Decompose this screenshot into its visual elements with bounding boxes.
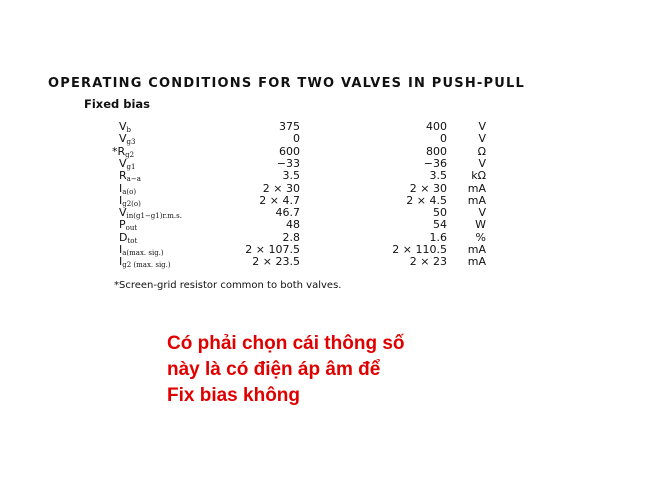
parameter-symbol: Vg3 [119,133,135,148]
value-column-1: 2 × 30 [262,181,300,195]
table-title: OPERATING CONDITIONS FOR TWO VALVES IN P… [48,76,525,91]
symbol-subscript: a(o) [122,187,137,196]
symbol-letter: V [119,132,127,146]
question-line: Fix bias không [167,385,301,406]
symbol-subscript: g2 [125,150,135,159]
value-column-2: 3.5 [429,169,448,183]
symbol-letter: V [119,156,127,170]
parameter-symbol: Ig2 (max. sig.) [119,256,171,271]
value-column-1: 2 × 4.7 [259,193,300,207]
table-row: Ra−a 3.5 3.5 kΩ [0,169,653,185]
parameter-symbol: Ig2(o) [119,193,141,210]
table-row: Vb 375 400 V [0,120,653,136]
value-column-2: 800 [426,144,447,158]
value-column-1: −33 [276,156,300,170]
parameter-symbol: Pout [119,219,137,234]
symbol-subscript: a−a [126,175,141,184]
symbol-subscript: g2 (max. sig.) [122,261,171,270]
parameter-symbol: Dtot [119,230,138,247]
parameter-symbol: Vg1 [119,156,136,173]
symbol-letter: I [119,243,123,256]
symbol-subscript: tot [127,236,138,245]
table-row: Ia(max. sig.) 2 × 107.5 2 × 110.5 mA [0,243,653,259]
symbol-letter: I [119,193,123,207]
symbol-subscript: g1 [126,162,136,171]
value-column-2: 54 [433,218,447,232]
symbol-subscript: b [126,126,132,134]
unit: mA [467,243,486,256]
table-row: Vg3 0 0 V [0,132,653,148]
parameter-symbol: Vb [119,121,131,136]
value-column-2: 1.6 [429,230,448,244]
value-column-2: 2 × 30 [409,181,447,195]
value-column-2: 2 × 4.5 [406,193,447,207]
symbol-subscript: a(max. sig.) [122,249,164,257]
asterisk: * [112,144,118,158]
value-column-1: 2.8 [282,230,301,244]
symbol-subscript: g3 [126,138,136,147]
symbol-letter: R [117,144,126,158]
symbol-subscript: g2(o) [122,199,141,208]
table-row: Ig2(o) 2 × 4.7 2 × 4.5 mA [0,193,653,210]
unit: V [478,120,486,133]
value-column-2: 0 [440,132,447,146]
table-row: Vin(g1−g1)r.m.s. 46.7 50 V [0,206,653,222]
value-column-1: 0 [293,132,300,146]
symbol-subscript: out [125,224,138,233]
symbol-letter: V [119,206,127,220]
value-column-2: −36 [423,156,447,170]
table-row: Dtot 2.8 1.6% [0,230,653,247]
table-row: Vg1 −33 −36 V [0,156,653,173]
value-column-2: 2 × 23 [409,255,447,269]
value-column-1: 2 × 23.5 [252,255,300,269]
section-subtitle: Fixed bias [84,97,151,111]
value-column-1: 2 × 107.5 [245,243,300,256]
unit: mA [467,193,486,207]
symbol-letter: V [119,120,127,133]
value-column-2: 400 [426,120,447,133]
parameter-symbol: Ia(max. sig.) [119,244,164,259]
table-row: Ig2 (max. sig.) 2 × 23.5 2 × 23 mA [0,255,653,271]
unit: Ω [477,144,486,158]
value-column-1: 46.7 [275,206,301,220]
unit: mA [467,181,486,195]
unit: V [478,206,486,220]
question-annotation: Có phải chọn cái thông số này là có điện… [167,331,405,409]
parameter-symbol: Ra−a [119,170,141,185]
unit: mA [467,255,486,269]
value-column-2: 2 × 110.5 [392,243,447,256]
unit: kΩ [471,169,486,183]
symbol-letter: I [119,181,123,195]
symbol-letter: R [119,169,127,183]
parameter-symbol: Ia(o) [119,181,137,198]
unit: V [478,132,486,146]
unit: V [478,156,486,170]
question-line: Có phải chọn cái thông số [167,333,405,354]
parameter-symbol: Vin(g1−g1)r.m.s. [119,207,182,222]
table-row: Ia(o) 2 × 30 2 × 30 mA [0,181,653,198]
symbol-subscript: in(g1−g1)r.m.s. [126,212,182,221]
value-column-1: 375 [279,120,300,133]
question-line: này là có điện áp âm để [167,359,381,380]
symbol-letter: P [119,218,126,232]
value-column-2: 50 [433,206,447,220]
value-column-1: 48 [286,218,300,232]
parameter-symbol: *Rg2 [112,144,135,161]
unit: W [475,218,486,232]
unit: % [475,230,486,244]
table-row: *Rg2 600 800 Ω [0,144,653,161]
table-row: Pout 48 54 W [0,218,653,234]
symbol-letter: I [119,255,123,269]
footnote: *Screen-grid resistor common to both val… [114,280,342,291]
value-column-1: 3.5 [282,169,301,183]
symbol-letter: D [119,230,128,244]
value-column-1: 600 [279,144,300,158]
